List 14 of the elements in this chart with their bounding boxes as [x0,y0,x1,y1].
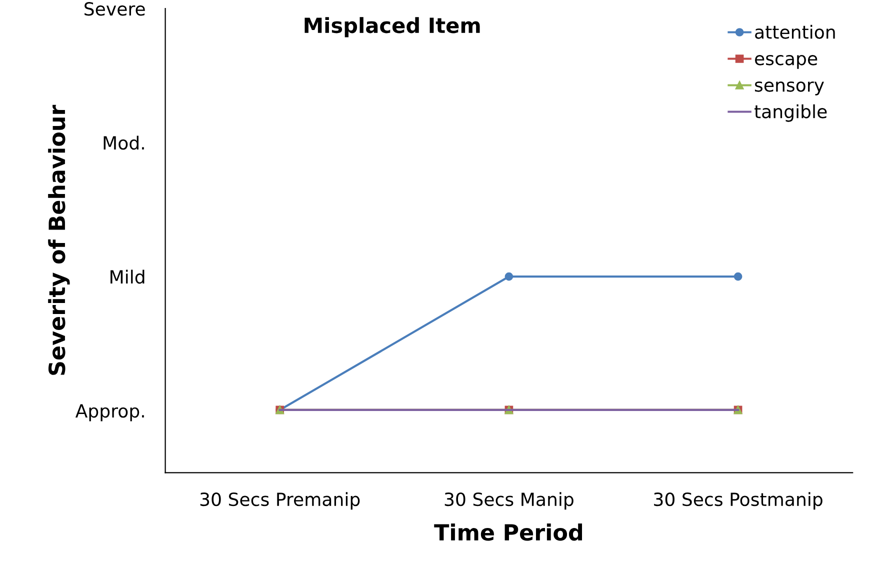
x-tick-label: 30 Secs Manip [444,492,574,510]
legend-label: sensory [754,81,824,96]
text: Mild [110,270,144,284]
y-axis-title: Severity of Behaviour [48,104,70,375]
legend-label: escape [754,54,818,69]
text: Mod. [104,136,144,150]
x-tick-label: 30 Secs Postmanip [654,492,822,510]
text: Severe [84,2,145,16]
x-tick-label: 30 Secs Premanip [200,492,360,510]
legend-label: tangible [754,104,827,122]
x-axis-title: Time Period [434,524,582,541]
chart-title: Misplaced Item [304,17,480,38]
legend-label: attention [755,24,835,39]
text: Approp. [75,404,144,422]
